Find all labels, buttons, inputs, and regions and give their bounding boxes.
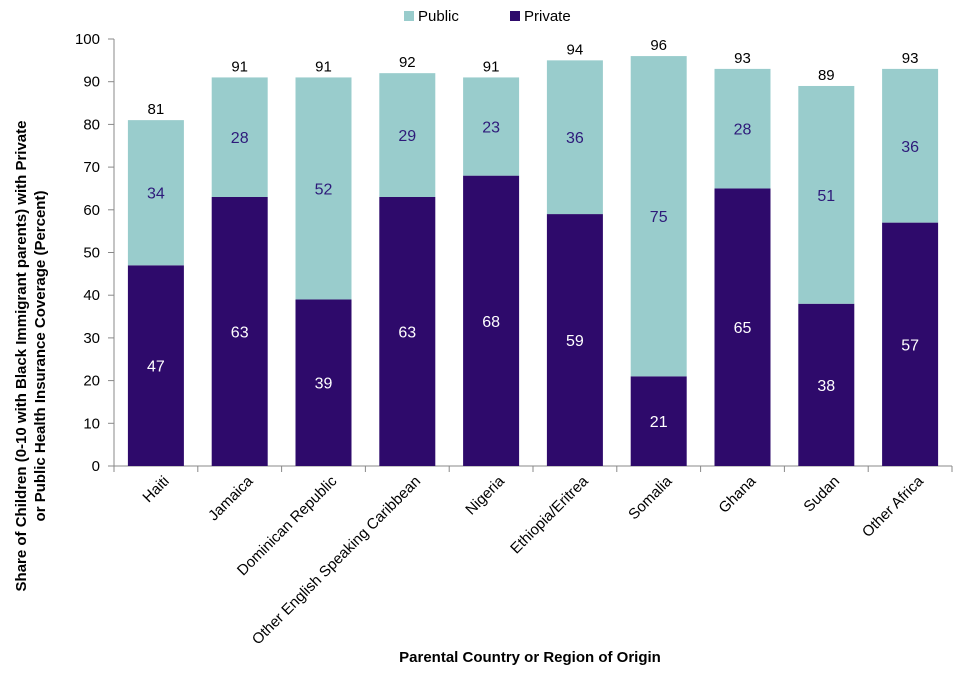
data-label-public: 29 bbox=[398, 128, 416, 145]
data-label-private: 38 bbox=[817, 378, 835, 395]
bar-public bbox=[211, 77, 268, 197]
legend-swatch-private bbox=[510, 11, 520, 21]
data-label-private: 63 bbox=[231, 324, 249, 341]
data-label-public: 51 bbox=[817, 188, 835, 205]
y-tick-label: 80 bbox=[83, 116, 100, 133]
data-label-total: 96 bbox=[650, 37, 667, 54]
bar-private bbox=[463, 175, 520, 466]
bar-public bbox=[127, 120, 184, 266]
x-tick-label: Other Africa bbox=[859, 472, 927, 540]
data-label-total: 81 bbox=[148, 101, 165, 118]
data-label-total: 91 bbox=[315, 58, 332, 75]
bar-public bbox=[630, 56, 687, 377]
legend-swatch-public bbox=[404, 11, 414, 21]
y-axis-title-line-2: or Public Health Insurance Coverage (Per… bbox=[32, 191, 49, 522]
data-label-public: 36 bbox=[901, 139, 919, 156]
x-tick-label: Ethiopia/Eritrea bbox=[507, 472, 592, 557]
x-tick-label: Somalia bbox=[625, 472, 676, 523]
x-tick-label: Jamaica bbox=[205, 472, 257, 524]
bar-private bbox=[546, 214, 603, 466]
bar-private bbox=[295, 299, 352, 466]
x-axis-title: Parental Country or Region of Origin bbox=[399, 649, 661, 666]
y-tick-label: 60 bbox=[83, 202, 100, 219]
legend-label-public: Public bbox=[418, 8, 459, 25]
bar-private bbox=[882, 222, 939, 466]
data-label-total: 92 bbox=[399, 54, 416, 71]
data-label-private: 65 bbox=[734, 320, 752, 337]
x-tick-label: Ghana bbox=[715, 472, 759, 516]
bar-private bbox=[798, 303, 855, 466]
bar-public bbox=[295, 77, 352, 300]
y-tick-label: 0 bbox=[92, 458, 100, 475]
x-tick-label: Other English Speaking Caribbean bbox=[249, 473, 424, 648]
bar-private bbox=[127, 265, 184, 466]
data-label-private: 47 bbox=[147, 359, 165, 376]
y-tick-label: 90 bbox=[83, 74, 100, 91]
legend-label-private: Private bbox=[524, 8, 571, 25]
data-labels: 47 34 81 63 28 91 39 52 91 63 29 92 68 23 91 59 36 94 21 75… bbox=[147, 37, 919, 431]
bar-public bbox=[379, 73, 436, 197]
x-tick-label: Sudan bbox=[800, 473, 843, 516]
y-tick-label: 20 bbox=[83, 373, 100, 390]
data-label-public: 28 bbox=[734, 122, 752, 139]
data-label-private: 63 bbox=[398, 324, 416, 341]
data-label-private: 39 bbox=[315, 376, 333, 393]
bar-private bbox=[211, 196, 268, 467]
bars bbox=[127, 56, 939, 467]
data-label-total: 93 bbox=[902, 50, 919, 67]
bar-private bbox=[714, 188, 771, 466]
bar-public bbox=[546, 60, 603, 215]
data-label-public: 28 bbox=[231, 130, 249, 147]
data-label-total: 91 bbox=[231, 58, 248, 75]
y-tick-label: 100 bbox=[75, 31, 100, 48]
y-tick-label: 70 bbox=[83, 159, 100, 176]
y-tick-label: 10 bbox=[83, 415, 100, 432]
data-label-public: 75 bbox=[650, 209, 668, 226]
bar-public bbox=[714, 68, 771, 189]
bar-private bbox=[630, 376, 687, 466]
y-axis-title-line-1: Share of Children (0-10 with Black Immig… bbox=[13, 121, 30, 592]
data-label-total: 94 bbox=[567, 41, 584, 58]
legend: Public Private bbox=[404, 8, 571, 25]
data-label-public: 36 bbox=[566, 130, 584, 147]
data-label-total: 89 bbox=[818, 67, 835, 84]
bar-private bbox=[379, 196, 436, 467]
data-label-public: 52 bbox=[315, 181, 333, 198]
bar-public bbox=[882, 68, 939, 223]
data-label-private: 68 bbox=[482, 314, 500, 331]
bar-public bbox=[463, 77, 520, 176]
bar-public bbox=[798, 85, 855, 304]
y-tick-label: 50 bbox=[83, 245, 100, 262]
data-label-total: 93 bbox=[734, 50, 751, 67]
y-tick-label: 30 bbox=[83, 330, 100, 347]
data-label-public: 34 bbox=[147, 186, 165, 203]
y-tick-label: 40 bbox=[83, 287, 100, 304]
data-label-private: 59 bbox=[566, 333, 584, 350]
data-label-total: 91 bbox=[483, 58, 500, 75]
data-label-private: 21 bbox=[650, 414, 668, 431]
x-tick-label: Haiti bbox=[139, 473, 172, 506]
data-label-private: 57 bbox=[901, 337, 919, 354]
data-label-public: 23 bbox=[482, 120, 500, 137]
x-tick-label: Nigeria bbox=[462, 472, 508, 518]
